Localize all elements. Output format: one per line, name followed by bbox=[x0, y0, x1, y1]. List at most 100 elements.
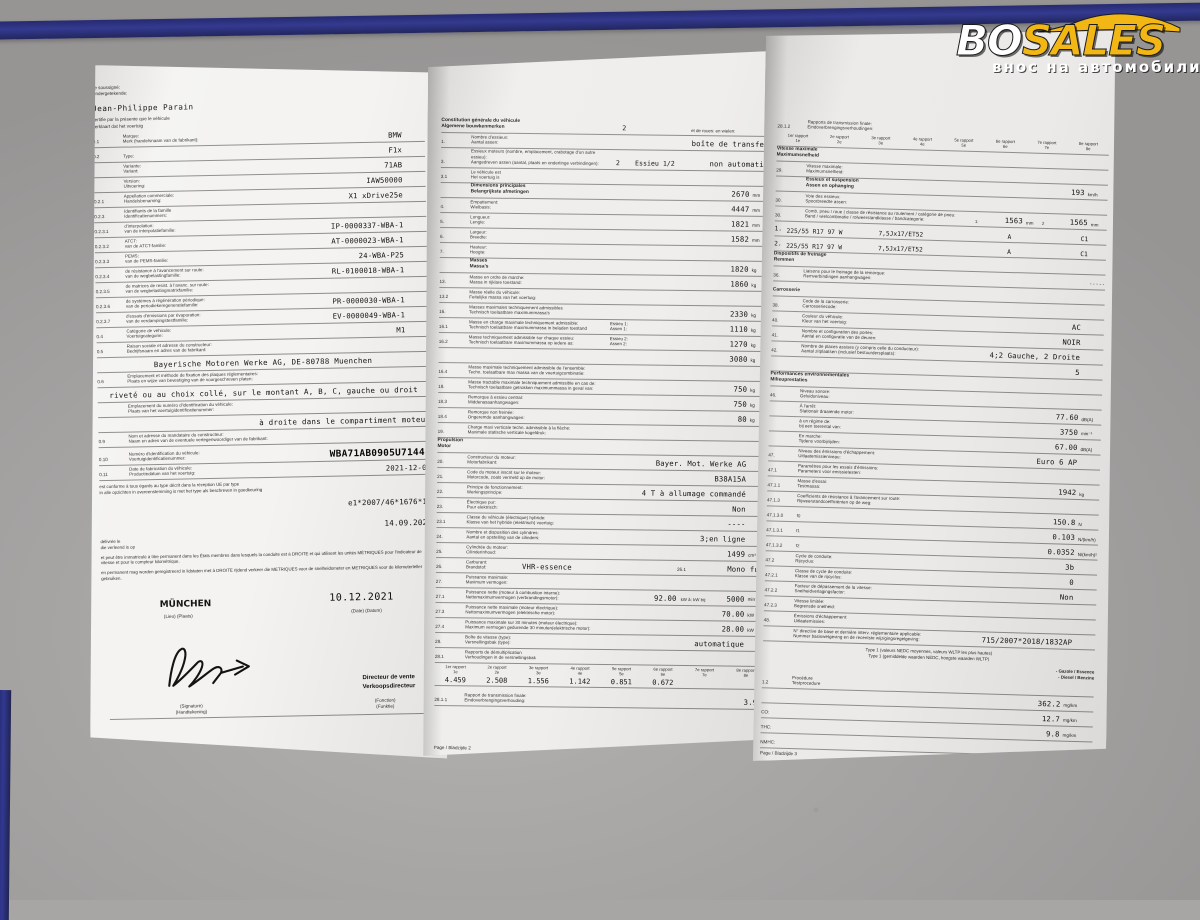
page2-row-value bbox=[661, 378, 747, 380]
page-2-content: Constitution générale du véhicule Algeme… bbox=[420, 46, 789, 760]
page1-row-unit bbox=[402, 153, 425, 155]
tyre-index: 2. bbox=[774, 240, 782, 248]
gear-header: 5e rapport 5e bbox=[611, 665, 632, 677]
page2-row-value bbox=[663, 258, 749, 260]
page2-engine-row-label-nl: Cilinderinhoud: bbox=[466, 549, 497, 555]
page2-row-label: Masse en ordre de marche: Massa in rijkla… bbox=[469, 274, 662, 289]
page2-engine-row-number: 23.1 bbox=[436, 519, 446, 525]
page3-env-row-unit bbox=[1074, 571, 1097, 573]
page1-row-value: 71AB bbox=[384, 160, 403, 170]
section-propulsion-label: Propulsion Motor bbox=[437, 438, 769, 455]
page2-engine-row-label: Classe du véhicule (électrique) hybride:… bbox=[466, 514, 659, 529]
page3-row-number: 29. bbox=[776, 167, 783, 173]
gear-column: 1er rapport 1e bbox=[777, 132, 819, 145]
fuel-label-nl: Brandstof: bbox=[465, 564, 487, 570]
tyre-size: 225/55 R17 97 W bbox=[786, 227, 843, 237]
gear-value: 0.851 bbox=[610, 678, 632, 687]
page2-row-number: 3.1 bbox=[440, 174, 448, 180]
page2-row-label: Empattement: Wielbasis: bbox=[470, 199, 663, 214]
net-power-label-nl: Nettomaximumvermogen (verbrandingsmotor)… bbox=[465, 594, 559, 601]
page2-engine-row-number: 22. bbox=[436, 489, 444, 495]
page1-row-unit bbox=[405, 318, 428, 320]
gear-column: 6e rapport 6e bbox=[984, 138, 1026, 151]
page2-row-label: Le véhicule est Het voertuig is bbox=[471, 169, 664, 184]
page2-row-value: 1820 bbox=[730, 264, 749, 274]
signer-function-fr: Directeur de vente bbox=[362, 674, 415, 682]
page3-body-row-unit bbox=[1080, 377, 1103, 379]
page2-row-label: Puissance nette maximale (moteur électri… bbox=[465, 604, 658, 619]
page3-body-row-value: 4;2 Gauche, 2 Droite bbox=[989, 350, 1081, 363]
page3-env-row-number: 46. bbox=[769, 392, 777, 398]
gear-column: 7e rapport 7e bbox=[684, 667, 726, 688]
gear-header: 6e rapport 6e bbox=[653, 666, 673, 677]
page3-env-row-value: 715/2007*2018/1832AP bbox=[981, 635, 1073, 647]
page1-row-unit bbox=[402, 138, 425, 140]
page2-row-label: Boîte de vitesse (type): Versnellingsbak … bbox=[465, 634, 658, 649]
tyre-rim: 7,5Jx17/ET52 bbox=[877, 245, 923, 254]
page2-engine-row-label: Nombre et disposition des cylindres: Aant… bbox=[466, 529, 659, 544]
emission-value: 362.2 bbox=[1037, 698, 1061, 709]
gear-column: 2e rapport 2e 2.508 bbox=[476, 664, 518, 685]
final-ratios-number: 28.1.2 bbox=[777, 123, 791, 130]
page1-row-number bbox=[93, 174, 123, 176]
vin-row-label: Numéro d'identification du véhicule: Voe… bbox=[129, 447, 330, 463]
page2-engine-row-label-nl: Klasse van het hybride (elektrisch) voer… bbox=[466, 519, 554, 526]
gear-column: 1er rapport 1e 4.459 bbox=[435, 664, 477, 685]
page1-row-value: PR-0000030-WBA-1 bbox=[332, 295, 405, 306]
signature-place: MÜNCHEN bbox=[159, 599, 212, 611]
page3-env-row-unit: dB(A) bbox=[1080, 446, 1093, 452]
page2-row-value bbox=[664, 183, 750, 185]
fuel-row-label: Carburant: Brandstof: bbox=[466, 559, 522, 572]
page1-row-unit bbox=[405, 288, 428, 290]
page2-row-label-nl: Massa in rijklare toestand: bbox=[469, 279, 522, 286]
page3-env-row-number: 47.1.3.0 bbox=[766, 512, 784, 519]
final-drive-number: 28.1.1 bbox=[434, 697, 448, 703]
page1-row-value: BMW bbox=[388, 130, 402, 140]
page2-row-number: 28. bbox=[435, 639, 442, 645]
page2-row-label: Masses maximales techniquement admissibl… bbox=[469, 304, 662, 319]
signature-date-caption: (Date) (Datum) bbox=[351, 608, 382, 614]
page1-row-value: X1 xDrive25e bbox=[348, 190, 403, 201]
page1-row-label-fr: Type: bbox=[123, 153, 135, 159]
page2-row-label: Charge maxi verticale techn. admissible … bbox=[468, 424, 661, 439]
page2-axle-row-number: 16.1 bbox=[438, 324, 448, 330]
page2-row-number: 13.2 bbox=[439, 294, 449, 300]
tyre-rim: 7,5Jx17/ET52 bbox=[878, 230, 924, 239]
gear-column: 5e rapport 5e 0.851 bbox=[601, 666, 643, 687]
page3-env-row-number: 47.2.1 bbox=[764, 572, 778, 578]
page3-row-unit bbox=[1085, 182, 1108, 184]
page2-row-number: 19. bbox=[437, 429, 445, 435]
page1-row-label: Version: Uitvoering: bbox=[123, 174, 316, 190]
page2-row-value: 1860 bbox=[730, 279, 749, 289]
page2-engine-row-number: 25. bbox=[436, 549, 443, 555]
page1-row-number: 0.2.3.4 bbox=[95, 273, 110, 280]
page2-axle-row-value: 3080 bbox=[729, 354, 748, 364]
gear-value: 0.672 bbox=[652, 678, 674, 687]
page3-env-row-number bbox=[769, 413, 799, 415]
page3-env-row-value: 3750 bbox=[1059, 427, 1079, 438]
page1-row-label: Catégorie de véhicule: Voertuigcategorie: bbox=[126, 324, 319, 340]
page2-row-label-nl: Het voertuig is bbox=[470, 174, 500, 180]
axles-label-nl: Aantal assen: bbox=[471, 139, 499, 146]
page1-row-value: EV-0000049-WBA-1 bbox=[332, 310, 406, 321]
page1-row-number: 0.2.3.1 bbox=[94, 228, 109, 235]
page1-row-number: 0.2.3.2 bbox=[94, 243, 109, 250]
track-axle1-label: 1: bbox=[974, 218, 979, 224]
page2-row-label: Remorque non freinée: Ongeremde aanhangwa… bbox=[468, 409, 661, 424]
page1-row-label: ATCT: van de ATCT-familie: bbox=[125, 234, 318, 250]
gear-column: 4e rapport 4e 1.142 bbox=[559, 665, 601, 686]
emissions-col-nl: - Diesel / Benzine bbox=[1058, 674, 1095, 681]
gear-value: 2.508 bbox=[486, 676, 508, 685]
page1-row-unit bbox=[404, 228, 427, 230]
page3-row-unit bbox=[1084, 212, 1107, 214]
tyre-size: 225/55 R17 97 W bbox=[786, 242, 843, 252]
page2-engine-row-value: ---- bbox=[727, 519, 746, 529]
page2-engine-row-value: 4 T à allumage commandé bbox=[641, 488, 746, 499]
emissions-rows: 362.2 mg/km CO: 12.7 mg/km THC: 9.8 mg/km NMHC: bbox=[760, 688, 1094, 757]
page3-env-row-unit bbox=[1073, 601, 1096, 603]
page2-engine-row-value: Non bbox=[732, 504, 746, 514]
page2-row-value bbox=[662, 303, 748, 305]
page3-env-row-number bbox=[769, 443, 799, 445]
page2-axle-row-label-nl: Technisch toelaatbare maximummassa op ie… bbox=[468, 339, 574, 346]
page2-row-label: Remorque à essieu central: Middenasaanhan… bbox=[468, 394, 661, 409]
